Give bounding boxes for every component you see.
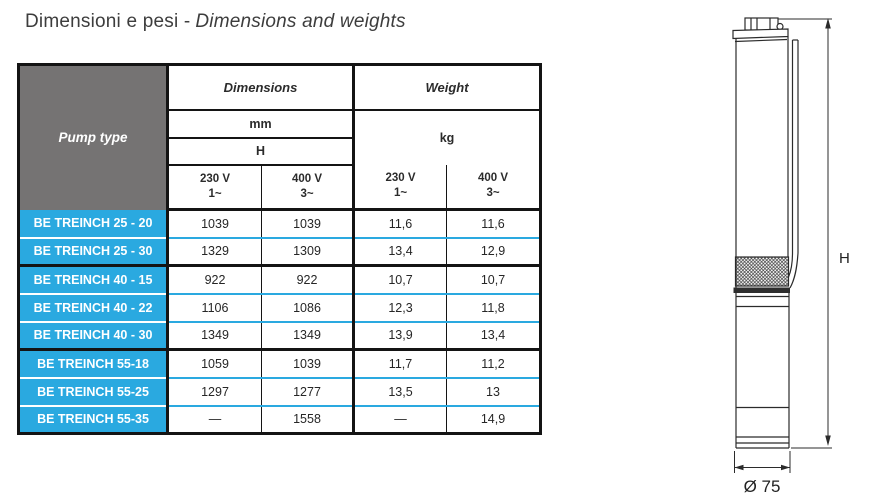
value-cell: 1086 (261, 293, 354, 323)
page-title: Dimensioni e pesi - Dimensions and weight… (25, 11, 406, 33)
pump-model-label: BE TREINCH 25 - 20 (18, 209, 169, 239)
pump-model-label: BE TREINCH 55-18 (18, 349, 169, 379)
value-cell: 11,8 (446, 293, 541, 323)
voltage-line1: 230 V (385, 172, 416, 185)
title-italian: Dimensioni e pesi - (25, 11, 191, 32)
value-cell: 11,2 (446, 349, 541, 379)
voltage-header-dim-230: 230 V 1~ (167, 164, 262, 211)
pump-model-label: BE TREINCH 40 - 15 (18, 265, 169, 295)
voltage-line1: 400 V (291, 172, 323, 185)
value-cell: 10,7 (352, 265, 447, 295)
table-row: BE TREINCH 55-25 1297 1277 13,5 13 (18, 377, 541, 407)
voltage-header-wt-230: 230 V 1~ (352, 164, 447, 211)
value-cell: — (352, 405, 447, 434)
table-row: BE TREINCH 40 - 15 922 922 10,7 10,7 (18, 265, 541, 295)
value-cell: 13 (446, 377, 541, 407)
value-cell: 1297 (167, 377, 262, 407)
phase-line2: 3~ (486, 187, 500, 200)
value-cell: 13,4 (446, 321, 541, 351)
value-cell: 1309 (261, 237, 354, 267)
arrow-up-icon (825, 18, 831, 29)
value-cell: 1039 (261, 209, 354, 239)
pump-model-label: BE TREINCH 55-25 (18, 377, 169, 407)
kg-unit-header: kg (352, 109, 541, 165)
value-cell: 922 (167, 265, 262, 295)
value-cell: 1349 (261, 321, 354, 351)
value-cell: 1349 (167, 321, 262, 351)
cable-guard (787, 39, 799, 289)
table-row: BE TREINCH 40 - 22 1106 1086 12,3 11,8 (18, 293, 541, 323)
value-cell: 1558 (261, 405, 354, 434)
value-cell: 13,9 (352, 321, 447, 351)
value-cell: 1039 (261, 349, 354, 379)
value-cell: 11,6 (446, 209, 541, 239)
pump-model-label: BE TREINCH 40 - 30 (18, 321, 169, 351)
value-cell: 1277 (261, 377, 354, 407)
value-cell: 1039 (167, 209, 262, 239)
pump-model-label: BE TREINCH 55-35 (18, 405, 169, 434)
value-cell: 10,7 (446, 265, 541, 295)
table-row: BE TREINCH 25 - 30 1329 1309 13,4 12,9 (18, 237, 541, 267)
height-label: H (839, 250, 850, 267)
value-cell: 13,4 (352, 237, 447, 267)
arrow-down-icon (825, 435, 831, 446)
phase-line2: 3~ (300, 187, 314, 200)
weight-header: Weight (352, 64, 541, 111)
value-cell: 1106 (167, 293, 262, 323)
mm-unit-header: mm (167, 109, 354, 139)
suction-strainer (734, 256, 790, 287)
title-english: Dimensions and weights (195, 11, 406, 32)
table-row: BE TREINCH 40 - 30 1349 1349 13,9 13,4 (18, 321, 541, 351)
value-cell: 12,3 (352, 293, 447, 323)
phase-line2: 1~ (393, 187, 408, 200)
dimensions-weights-table: Pump type Dimensions Weight mm kg H 230 … (17, 63, 542, 435)
arrow-right-icon (781, 464, 790, 471)
discharge-port (744, 17, 779, 31)
pump-model-label: BE TREINCH 25 - 30 (18, 237, 169, 267)
pump-model-label: BE TREINCH 40 - 22 (18, 293, 169, 323)
diameter-dimension (734, 451, 791, 473)
height-dimension (778, 18, 832, 449)
table-row: BE TREINCH 25 - 20 1039 1039 11,6 11,6 (18, 209, 541, 239)
voltage-header-wt-400: 400 V 3~ (446, 164, 541, 211)
diameter-label: Ø 75 (744, 477, 781, 496)
pump-type-header: Pump type (18, 64, 169, 210)
voltage-line1: 230 V (199, 172, 231, 185)
h-dimension-header: H (167, 137, 354, 166)
phase-line2: 1~ (208, 187, 222, 200)
arrow-left-icon (734, 464, 744, 471)
table-row: BE TREINCH 55-18 1059 1039 11,7 11,2 (18, 349, 541, 379)
value-cell: 1059 (167, 349, 262, 379)
value-cell: 14,9 (446, 405, 541, 434)
value-cell: 11,7 (352, 349, 447, 379)
value-cell: 1329 (167, 237, 262, 267)
dimensions-weights-table-wrap: Pump type Dimensions Weight mm kg H 230 … (17, 63, 542, 435)
strainer-collar (733, 287, 790, 293)
value-cell: 12,9 (446, 237, 541, 267)
voltage-header-dim-400: 400 V 3~ (261, 164, 354, 211)
pump-top-cap (732, 28, 789, 40)
value-cell: 922 (261, 265, 354, 295)
value-cell: 11,6 (352, 209, 447, 239)
value-cell: — (208, 412, 222, 427)
voltage-line1: 400 V (477, 172, 509, 185)
table-row: BE TREINCH 55-35 — 1558 — 14,9 (18, 405, 541, 434)
value-cell: 13,5 (352, 377, 447, 407)
dimensions-header: Dimensions (167, 64, 354, 111)
pump-outline (732, 17, 799, 449)
